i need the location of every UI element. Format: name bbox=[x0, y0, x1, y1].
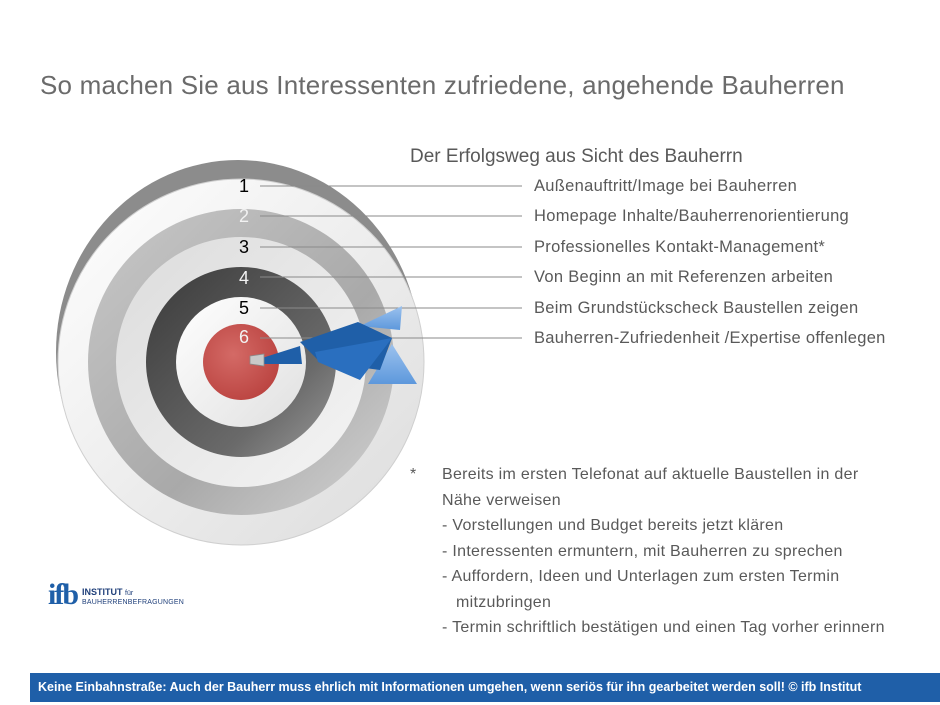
step-label-2: Homepage Inhalte/Bauherrenorientierung bbox=[534, 207, 850, 225]
ifb-logo: ifb INSTITUT für BAUHERRENBEFRAGUNGEN bbox=[48, 578, 188, 618]
step-label-4: Von Beginn an mit Referenzen arbeiten bbox=[534, 268, 834, 286]
footer-banner: Keine Einbahnstraße: Auch der Bauherr mu… bbox=[30, 673, 940, 702]
ring-number-4: 4 bbox=[238, 268, 249, 288]
footnote-line-5: - Auffordern, Ideen und Unterlagen zum e… bbox=[442, 568, 840, 585]
logo-line-1: INSTITUT für bbox=[82, 587, 134, 597]
ring-number-3: 3 bbox=[238, 237, 249, 257]
footnote-star: * bbox=[410, 466, 417, 483]
bullseye bbox=[203, 324, 279, 400]
page-title: So machen Sie aus Interessenten zufriede… bbox=[40, 70, 845, 100]
footnote-line-6: mitzubringen bbox=[456, 593, 552, 611]
logo-mark: ifb bbox=[48, 578, 79, 611]
ring-number-1: 1 bbox=[238, 176, 249, 196]
ring-number-2: 2 bbox=[238, 206, 249, 226]
logo-line-2: BAUHERRENBEFRAGUNGEN bbox=[82, 599, 185, 606]
dart bbox=[249, 306, 417, 384]
step-label-5: Beim Grundstückscheck Baustellen zeigen bbox=[534, 299, 859, 317]
step-label-1: Außenauftritt/Image bei Bauherren bbox=[534, 177, 798, 195]
ring-number-6: 6 bbox=[238, 327, 249, 347]
step-label-3: Professionelles Kontakt-Management* bbox=[534, 238, 826, 256]
footnote: * Bereits im ersten Telefonat auf aktuell… bbox=[410, 462, 885, 641]
footnote-line-2: Nähe verweisen bbox=[442, 491, 561, 509]
footnote-line-3: - Vorstellungen und Budget bereits jetzt… bbox=[442, 517, 784, 534]
footnote-line-1: * Bereits im ersten Telefonat auf aktuell… bbox=[410, 462, 885, 488]
step-label-6: Bauherren-Zufriedenheit /Expertise offen… bbox=[534, 329, 886, 347]
ring-number-5: 5 bbox=[238, 298, 249, 318]
footnote-line-4: - Interessenten ermuntern, mit Bauherren… bbox=[442, 542, 843, 560]
footnote-line-7: - Termin schriftlich bestätigen und eine… bbox=[442, 619, 885, 636]
diagram-subtitle: Der Erfolgsweg aus Sicht des Bauherrn bbox=[410, 146, 743, 167]
